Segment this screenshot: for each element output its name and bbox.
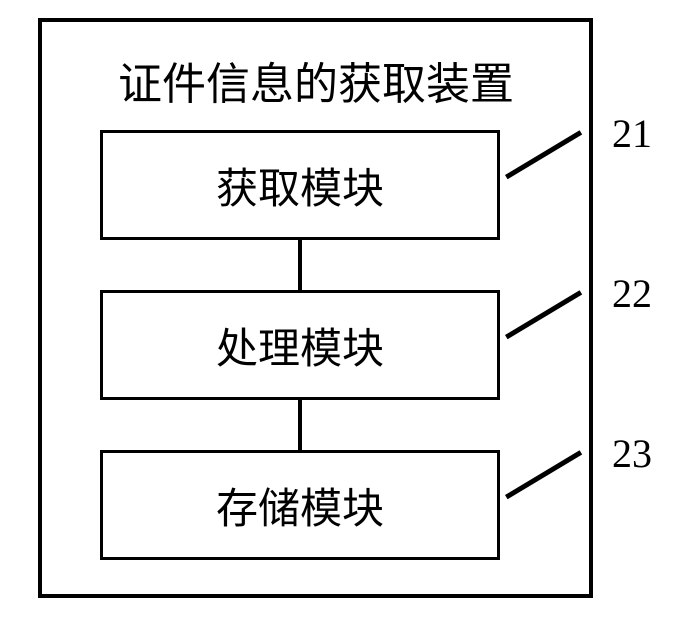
module-process-label: 处理模块 [216, 315, 384, 376]
module-process: 处理模块 [100, 290, 500, 400]
module-store-label: 存储模块 [216, 475, 384, 536]
connector-acquire-process [298, 240, 302, 290]
connector-process-store [298, 400, 302, 450]
module-acquire: 获取模块 [100, 130, 500, 240]
module-store: 存储模块 [100, 450, 500, 560]
module-acquire-label: 获取模块 [216, 155, 384, 216]
ref-num-23: 23 [612, 430, 652, 477]
ref-num-22: 22 [612, 270, 652, 317]
diagram-title: 证件信息的获取装置 [78, 48, 554, 112]
ref-num-21: 21 [612, 110, 652, 157]
